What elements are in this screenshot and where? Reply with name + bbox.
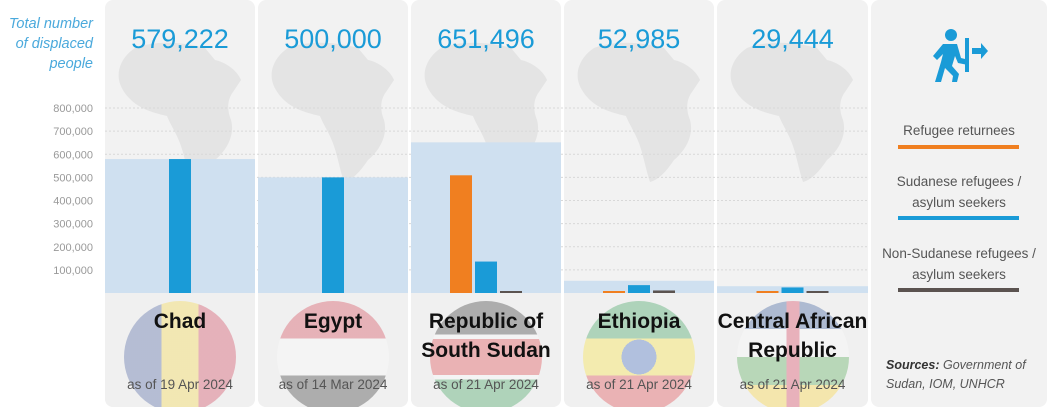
as-of-date: as of 19 Apr 2024	[127, 377, 233, 392]
country-card-chad: Chad as of 19 Apr 2024	[105, 293, 255, 407]
bar-3-1	[628, 285, 650, 293]
legend-sudanese-label: Sudanese refugees / asylum seekers	[896, 174, 1022, 210]
bar-2-1	[475, 261, 497, 293]
y-tick-label: 100,000	[53, 265, 93, 277]
y-tick-label: 800,000	[53, 103, 93, 115]
as-of-date: as of 21 Apr 2024	[433, 377, 539, 392]
country-name: Ethiopia	[597, 310, 681, 333]
country-name: Central African Republic	[717, 310, 868, 362]
country-card-south-sudan: Republic of South Sudan as of 21 Apr 202…	[411, 293, 561, 407]
as-of-date: as of 14 Mar 2024	[278, 377, 388, 392]
legend-returnees-swatch	[898, 145, 1019, 149]
y-tick-label: 400,000	[53, 196, 93, 208]
legend-sudanese-swatch	[898, 216, 1019, 220]
bar-1-1	[322, 177, 344, 293]
country-card-ethiopia: Ethiopia as of 21 Apr 2024	[564, 293, 714, 407]
country-name: Republic of South Sudan	[421, 310, 551, 362]
sources-text: Government of Sudan, IOM, UNHCR	[886, 358, 1026, 391]
south-sudan-flag-icon	[430, 301, 542, 407]
y-tick-label: 600,000	[53, 149, 93, 161]
legend-panel	[871, 0, 1047, 407]
country-name: Chad	[153, 310, 207, 333]
sources-label: Sources:	[886, 358, 940, 372]
bar-4-2	[806, 291, 829, 293]
bar-4-0	[756, 291, 779, 293]
bar-3-2	[653, 290, 675, 293]
total-car: 29,444	[751, 24, 834, 54]
total-south-sudan: 651,496	[437, 24, 535, 54]
y-tick-label: 700,000	[53, 126, 93, 138]
sources-note: Sources: Government of Sudan, IOM, UNHCR	[886, 356, 1036, 394]
country-card-egypt: Egypt as of 14 Mar 2024	[258, 293, 408, 407]
bar-2-2	[500, 291, 522, 293]
egypt-flag-icon	[277, 301, 389, 407]
total-chad: 579,222	[131, 24, 229, 54]
y-axis-title: Total number of displaced people	[8, 16, 93, 72]
legend-returnees-label: Refugee returnees	[903, 123, 1015, 138]
africa-map-3	[577, 42, 700, 182]
bar-3-0	[603, 291, 625, 293]
y-tick-label: 200,000	[53, 242, 93, 254]
y-tick-label: 500,000	[53, 172, 93, 184]
car-flag-icon	[736, 301, 849, 407]
as-of-date: as of 21 Apr 2024	[586, 377, 692, 392]
africa-map-4	[730, 42, 853, 182]
bar-0-1	[169, 159, 191, 293]
country-card-car: Central African Republic as of 21 Apr 20…	[717, 293, 868, 407]
chad-flag-icon	[124, 301, 236, 407]
bar-4-1	[781, 287, 804, 293]
africa-map-1	[271, 42, 394, 182]
ethiopia-flag-icon	[583, 301, 695, 407]
legend-non-sudanese-label: Non-Sudanese refugees / asylum seekers	[882, 246, 1036, 282]
y-tick-label: 300,000	[53, 219, 93, 231]
as-of-date: as of 21 Apr 2024	[739, 377, 846, 392]
total-ethiopia: 52,985	[597, 24, 681, 54]
country-name: Egypt	[303, 310, 363, 333]
legend-non-sudanese-swatch	[898, 288, 1019, 292]
person-exit-icon	[933, 29, 988, 82]
total-egypt: 500,000	[284, 24, 382, 54]
bar-2-0	[450, 175, 472, 293]
